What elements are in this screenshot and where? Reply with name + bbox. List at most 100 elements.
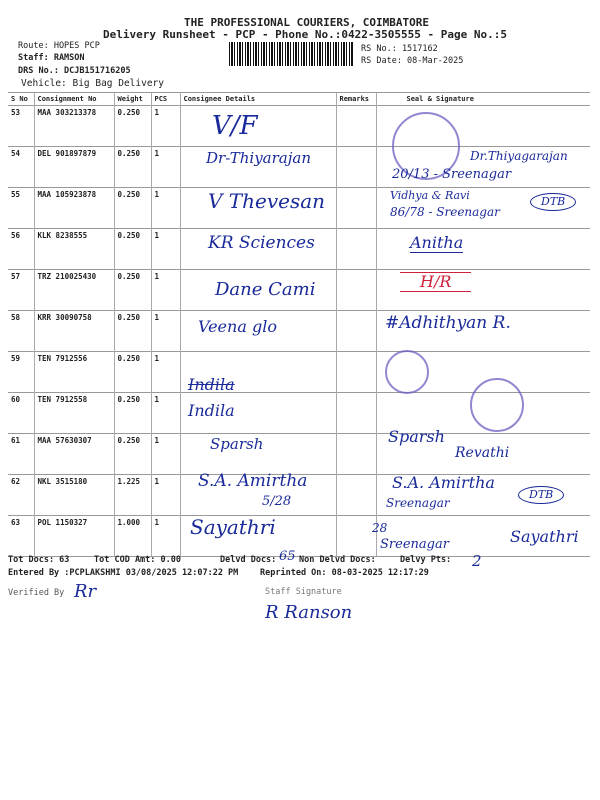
cell-remarks bbox=[335, 310, 376, 352]
hw-seal-55a: Vidhya & Ravi bbox=[390, 189, 470, 202]
cell-seal bbox=[375, 228, 590, 270]
vehicle: Vehicle: Big Bag Delivery bbox=[21, 78, 164, 89]
hw-consignee-53: V/F bbox=[212, 111, 258, 141]
cell-remarks bbox=[335, 146, 376, 188]
cell-seal bbox=[375, 269, 590, 311]
cell-remarks bbox=[335, 392, 376, 434]
cell-consignee bbox=[179, 228, 336, 270]
barcode bbox=[229, 42, 354, 66]
cell-consignment-no: MAA 303213378 bbox=[33, 105, 114, 147]
cell-consignment-no: MAA 57630307 bbox=[33, 433, 114, 475]
cell-sno: 53 bbox=[8, 105, 34, 147]
col-remarks: Remarks bbox=[335, 92, 376, 106]
delivery-points-label: Delvy Pts: bbox=[400, 555, 452, 565]
cell-sno: 55 bbox=[8, 187, 34, 229]
hw-seal-54b: 20/13 - Sreenagar bbox=[392, 167, 512, 182]
cell-consignee bbox=[179, 433, 336, 475]
hw-verified-signature: Rr bbox=[74, 581, 97, 602]
cell-pcs: 1 bbox=[150, 146, 180, 188]
cell-seal bbox=[375, 310, 590, 352]
hw-seal-62c: DTB bbox=[518, 486, 565, 505]
total-docs: Tot Docs: 63 bbox=[8, 555, 70, 565]
hw-seal-61b: Revathi bbox=[455, 445, 510, 461]
hw-seal-56: Anitha bbox=[410, 233, 464, 253]
col-consignee: Consignee Details bbox=[179, 92, 336, 106]
cell-sno: 63 bbox=[8, 515, 34, 557]
cell-sno: 54 bbox=[8, 146, 34, 188]
hw-consignee-55: V Thevesan bbox=[208, 189, 326, 213]
col-pcs: PCS bbox=[150, 92, 180, 106]
cell-consignment-no: TRZ 210025430 bbox=[33, 269, 114, 311]
hw-seal-63c: Sayathri bbox=[510, 527, 579, 546]
cell-remarks bbox=[335, 228, 376, 270]
cell-consignment-no: KRR 30090758 bbox=[33, 310, 114, 352]
col-consignment: Consignment No bbox=[33, 92, 114, 106]
reprinted-on: Reprinted On: 08-03-2025 12:17:29 bbox=[260, 568, 429, 578]
cell-weight: 0.250 bbox=[113, 433, 151, 475]
cell-sno: 60 bbox=[8, 392, 34, 434]
hw-consignee-54: Dr-Thiyarajan bbox=[206, 149, 311, 167]
verified-by-label: Verified By bbox=[8, 588, 65, 598]
cell-remarks bbox=[335, 433, 376, 475]
cell-consignee bbox=[179, 105, 336, 147]
non-delivered-docs-label: Non Delvd Docs: bbox=[299, 555, 376, 565]
cell-weight: 0.250 bbox=[113, 146, 151, 188]
cell-consignee bbox=[179, 146, 336, 188]
hw-delivered-count: 65 bbox=[279, 549, 296, 564]
hw-staff-signature: R Ranson bbox=[265, 602, 353, 623]
hw-seal-63a: 28 bbox=[372, 521, 388, 535]
cell-pcs: 1 bbox=[150, 105, 180, 147]
cell-sno: 57 bbox=[8, 269, 34, 311]
cell-seal bbox=[375, 515, 590, 557]
staff: Staff: RAMSON bbox=[18, 53, 85, 63]
cell-consignment-no: TEN 7912556 bbox=[33, 351, 114, 393]
cell-weight: 0.250 bbox=[113, 310, 151, 352]
stamp-seal-icon bbox=[470, 378, 524, 432]
table-row: 54 DEL 901897879 0.250 1 bbox=[8, 146, 590, 188]
cell-pcs: 1 bbox=[150, 351, 180, 393]
cell-consignee bbox=[179, 269, 336, 311]
cell-consignment-no: MAA 105923878 bbox=[33, 187, 114, 229]
hw-seal-57: H/R bbox=[400, 272, 472, 292]
cell-pcs: 1 bbox=[150, 187, 180, 229]
table-row: 62 NKL 3515180 1.225 1 bbox=[8, 474, 590, 516]
stamp-seal-icon bbox=[385, 350, 429, 394]
route: Route: HOPES PCP bbox=[18, 41, 100, 51]
hw-consignee-62b: 5/28 bbox=[262, 494, 292, 509]
cell-sno: 61 bbox=[8, 433, 34, 475]
hw-consignee-58: Veena glo bbox=[198, 317, 277, 336]
hw-consignee-61: Sparsh bbox=[210, 435, 264, 453]
cell-remarks bbox=[335, 515, 376, 557]
hw-seal-62a: S.A. Amirtha bbox=[392, 473, 495, 492]
cell-pcs: 1 bbox=[150, 515, 180, 557]
cell-remarks bbox=[335, 351, 376, 393]
cell-consignee bbox=[179, 474, 336, 516]
hw-consignee-63: Sayathri bbox=[190, 515, 276, 539]
cell-consignee bbox=[179, 310, 336, 352]
cell-consignment-no: TEN 7912558 bbox=[33, 392, 114, 434]
cell-remarks bbox=[335, 269, 376, 311]
hw-seal-63b: Sreenagar bbox=[380, 537, 449, 552]
cell-weight: 0.250 bbox=[113, 269, 151, 311]
hw-consignee-57: Dane Cami bbox=[215, 279, 316, 300]
cell-sno: 59 bbox=[8, 351, 34, 393]
cell-sno: 58 bbox=[8, 310, 34, 352]
cell-pcs: 1 bbox=[150, 269, 180, 311]
cell-pcs: 1 bbox=[150, 474, 180, 516]
cell-consignee bbox=[179, 392, 336, 434]
cell-pcs: 1 bbox=[150, 433, 180, 475]
cell-consignee bbox=[179, 187, 336, 229]
table-header: S No Consignment No Weight PCS Consignee… bbox=[8, 92, 590, 106]
cell-weight: 0.250 bbox=[113, 351, 151, 393]
hw-seal-55b: 86/78 - Sreenagar bbox=[390, 205, 500, 219]
cell-consignee bbox=[179, 351, 336, 393]
col-seal: Seal & Signature bbox=[375, 92, 590, 106]
table-row: 63 POL 1150327 1.000 1 bbox=[8, 515, 590, 557]
drs-number: DRS No.: DCJB151716205 bbox=[18, 66, 131, 76]
cell-sno: 56 bbox=[8, 228, 34, 270]
cell-pcs: 1 bbox=[150, 392, 180, 434]
cell-consignment-no: NKL 3515180 bbox=[33, 474, 114, 516]
cell-weight: 0.250 bbox=[113, 392, 151, 434]
cell-weight: 0.250 bbox=[113, 105, 151, 147]
